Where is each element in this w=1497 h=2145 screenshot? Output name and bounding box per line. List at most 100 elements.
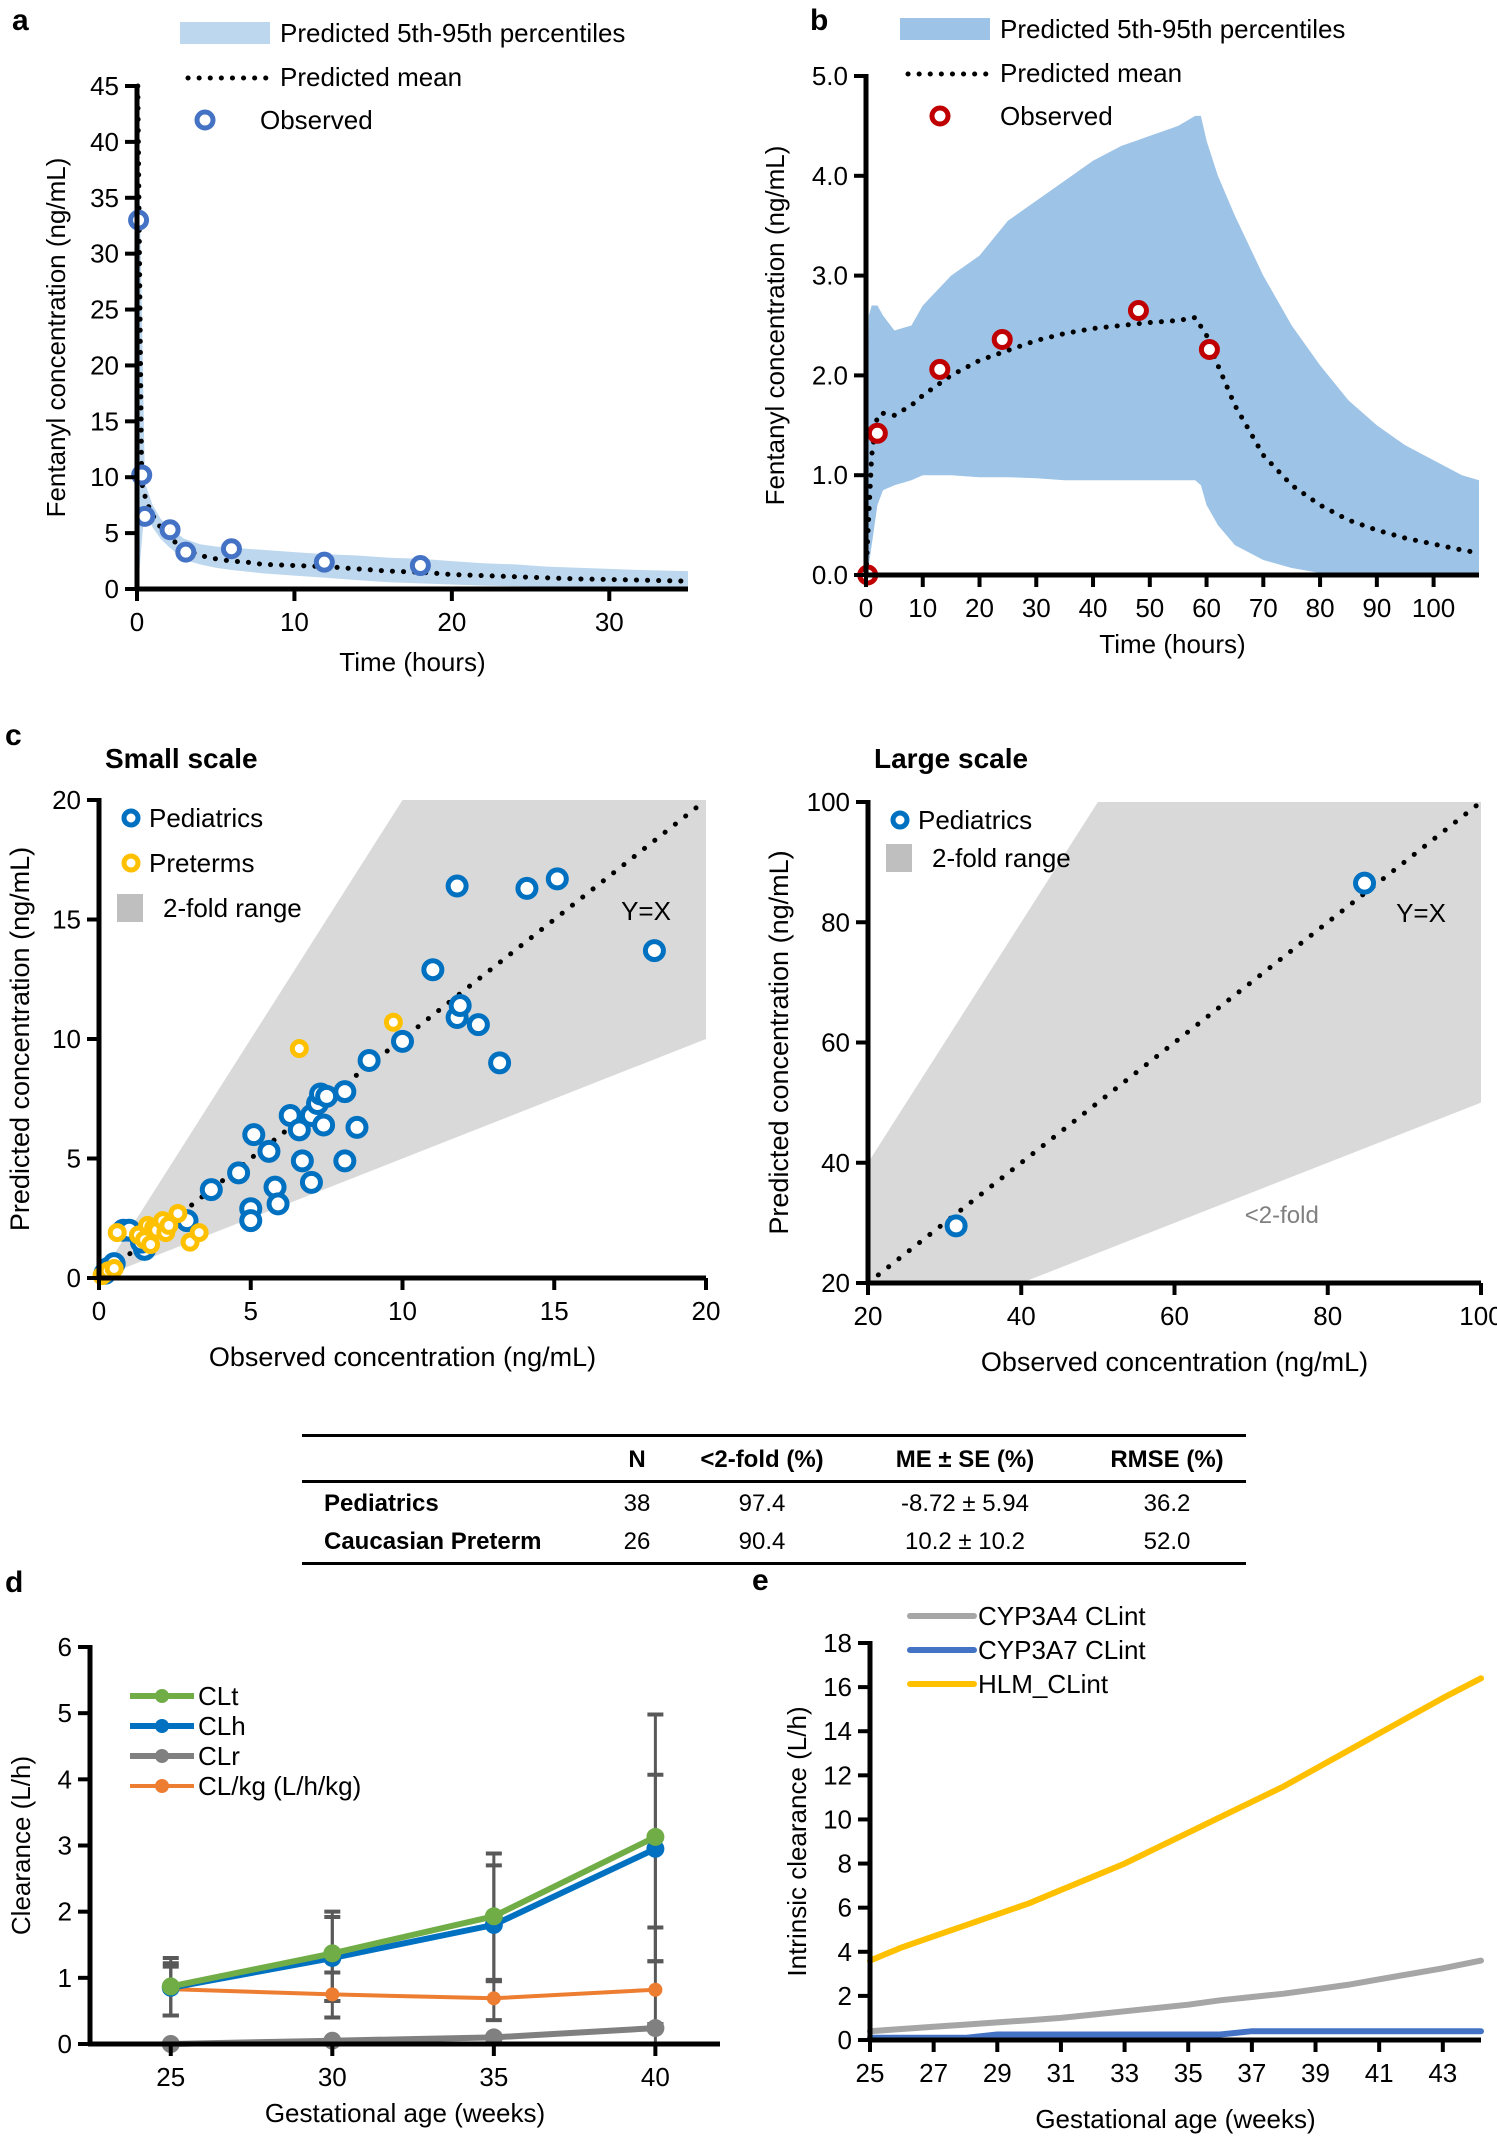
data-point-preterms bbox=[189, 1223, 209, 1243]
y-tick-label: 14 bbox=[823, 1716, 852, 1746]
data-point-pediatrics bbox=[944, 1214, 968, 1238]
y-tick-label: 3 bbox=[58, 1831, 72, 1861]
x-tick-label: 33 bbox=[1110, 2058, 1139, 2088]
table-cell: 38 bbox=[623, 1490, 651, 1517]
legend-marker bbox=[155, 1719, 169, 1733]
legend-label: Predicted mean bbox=[1000, 58, 1182, 88]
identity-line bbox=[865, 799, 1484, 1286]
legend-fold-swatch bbox=[886, 844, 912, 872]
series-line-clt bbox=[170, 1834, 657, 1990]
data-point-pediatrics bbox=[545, 867, 569, 891]
x-tick-label: 30 bbox=[1022, 593, 1051, 623]
legend-label: CLh bbox=[198, 1711, 246, 1741]
x-axis-label: Gestational age (weeks) bbox=[265, 2098, 545, 2128]
data-point-preterms bbox=[141, 1235, 161, 1255]
table-header-rmse: RMSE (%) bbox=[1110, 1446, 1224, 1473]
percentile-band bbox=[866, 115, 1479, 576]
data-point-pediatrics bbox=[239, 1209, 263, 1233]
y-tick-label: 16 bbox=[823, 1672, 852, 1702]
data-point-pediatrics bbox=[391, 1029, 414, 1053]
identity-label: Y=X bbox=[1396, 898, 1446, 928]
table-cell: 26 bbox=[623, 1528, 651, 1555]
series-marker bbox=[323, 1944, 342, 1963]
legend-label: Observed bbox=[1000, 101, 1113, 131]
y-tick-label: 40 bbox=[821, 1148, 850, 1178]
observed-point bbox=[866, 422, 888, 444]
table-cell: 90.4 bbox=[738, 1528, 786, 1555]
legend-label: CYP3A4 CLint bbox=[978, 1601, 1146, 1631]
data-point-pediatrics bbox=[257, 1139, 281, 1163]
observed-point bbox=[929, 358, 951, 380]
data-point-preterms bbox=[289, 1039, 309, 1059]
series-marker bbox=[646, 1827, 665, 1846]
table-cell: -8.72 ± 5.94 bbox=[901, 1490, 1029, 1517]
y-tick-label: 80 bbox=[821, 907, 850, 937]
x-tick-label: 31 bbox=[1046, 2058, 1075, 2088]
panel-label-c: c bbox=[5, 719, 22, 752]
x-tick-label: 37 bbox=[1237, 2058, 1266, 2088]
data-point-pediatrics bbox=[266, 1192, 290, 1216]
x-tick-label: 39 bbox=[1301, 2058, 1330, 2088]
data-point-preterms bbox=[104, 1258, 124, 1278]
y-tick-label: 0 bbox=[67, 1263, 81, 1293]
series-line-clkglhkg bbox=[170, 1987, 656, 2001]
series-line-hlmclint bbox=[867, 1675, 1484, 1964]
table-header-me-se: ME ± SE (%) bbox=[895, 1446, 1035, 1473]
y-tick-label: 2.0 bbox=[812, 360, 848, 390]
y-tick-label: 4 bbox=[58, 1764, 72, 1794]
y-axis-label: Fentanyl concentration (ng/mL) bbox=[760, 146, 790, 506]
data-point-pediatrics bbox=[315, 1084, 339, 1108]
y-tick-label: 0.0 bbox=[812, 560, 848, 590]
legend-label: CL/kg (L/h/kg) bbox=[198, 1771, 361, 1801]
legend-label: Pediatrics bbox=[149, 803, 263, 833]
x-tick-label: 35 bbox=[1174, 2058, 1203, 2088]
legend-marker bbox=[155, 1779, 169, 1793]
data-point-preterms bbox=[107, 1223, 127, 1243]
chart-title: Large scale bbox=[874, 743, 1028, 774]
series-marker bbox=[646, 2019, 665, 2038]
legend-fold-swatch bbox=[117, 894, 143, 922]
data-point-pediatrics bbox=[199, 1178, 223, 1202]
legend-label: Predicted 5th-95th percentiles bbox=[1000, 14, 1345, 44]
y-tick-label: 6 bbox=[58, 1632, 72, 1662]
data-point-pediatrics bbox=[466, 1013, 490, 1037]
y-tick-label: 12 bbox=[823, 1760, 852, 1790]
y-tick-label: 5 bbox=[58, 1698, 72, 1728]
data-point-pediatrics bbox=[312, 1113, 336, 1137]
data-point-pediatrics bbox=[227, 1161, 251, 1185]
chart-title: Small scale bbox=[105, 743, 258, 774]
y-tick-label: 25 bbox=[90, 295, 119, 325]
legend-label: CYP3A7 CLint bbox=[978, 1635, 1146, 1665]
y-tick-label: 0 bbox=[838, 2025, 852, 2055]
table-row-label: Caucasian Preterm bbox=[324, 1528, 542, 1555]
y-axis-label: Predicted concentration (ng/mL) bbox=[5, 847, 35, 1231]
legend-band-swatch bbox=[900, 18, 990, 40]
x-axis-label: Time (hours) bbox=[339, 647, 485, 677]
x-tick-label: 70 bbox=[1249, 593, 1278, 623]
x-tick-label: 20 bbox=[965, 593, 994, 623]
x-tick-label: 5 bbox=[244, 1296, 258, 1326]
data-point-pediatrics bbox=[515, 876, 539, 900]
x-tick-label: 30 bbox=[595, 607, 624, 637]
x-tick-label: 30 bbox=[318, 2062, 347, 2092]
x-tick-label: 100 bbox=[1412, 593, 1455, 623]
y-tick-label: 2 bbox=[838, 1981, 852, 2011]
y-tick-label: 4.0 bbox=[812, 161, 848, 191]
x-tick-label: 20 bbox=[437, 607, 466, 637]
observed-point bbox=[159, 519, 181, 541]
legend-marker bbox=[121, 808, 141, 828]
table-header-rule bbox=[302, 1480, 1246, 1483]
y-axis-label: Intrinsic clearance (L/h) bbox=[782, 1706, 812, 1976]
y-tick-label: 40 bbox=[90, 127, 119, 157]
observed-point bbox=[175, 541, 197, 563]
legend-label: Predicted mean bbox=[280, 62, 462, 92]
y-tick-label: 100 bbox=[807, 787, 850, 817]
axes-c-large: 20 40 60 80 100 20 40 60 80 100 Observed concentra… bbox=[764, 787, 1497, 1377]
x-tick-label: 0 bbox=[92, 1296, 106, 1326]
x-tick-label: 80 bbox=[1313, 1301, 1342, 1331]
y-tick-label: 5 bbox=[67, 1144, 81, 1174]
y-tick-label: 1 bbox=[58, 1963, 72, 1993]
x-tick-label: 25 bbox=[156, 2062, 185, 2092]
